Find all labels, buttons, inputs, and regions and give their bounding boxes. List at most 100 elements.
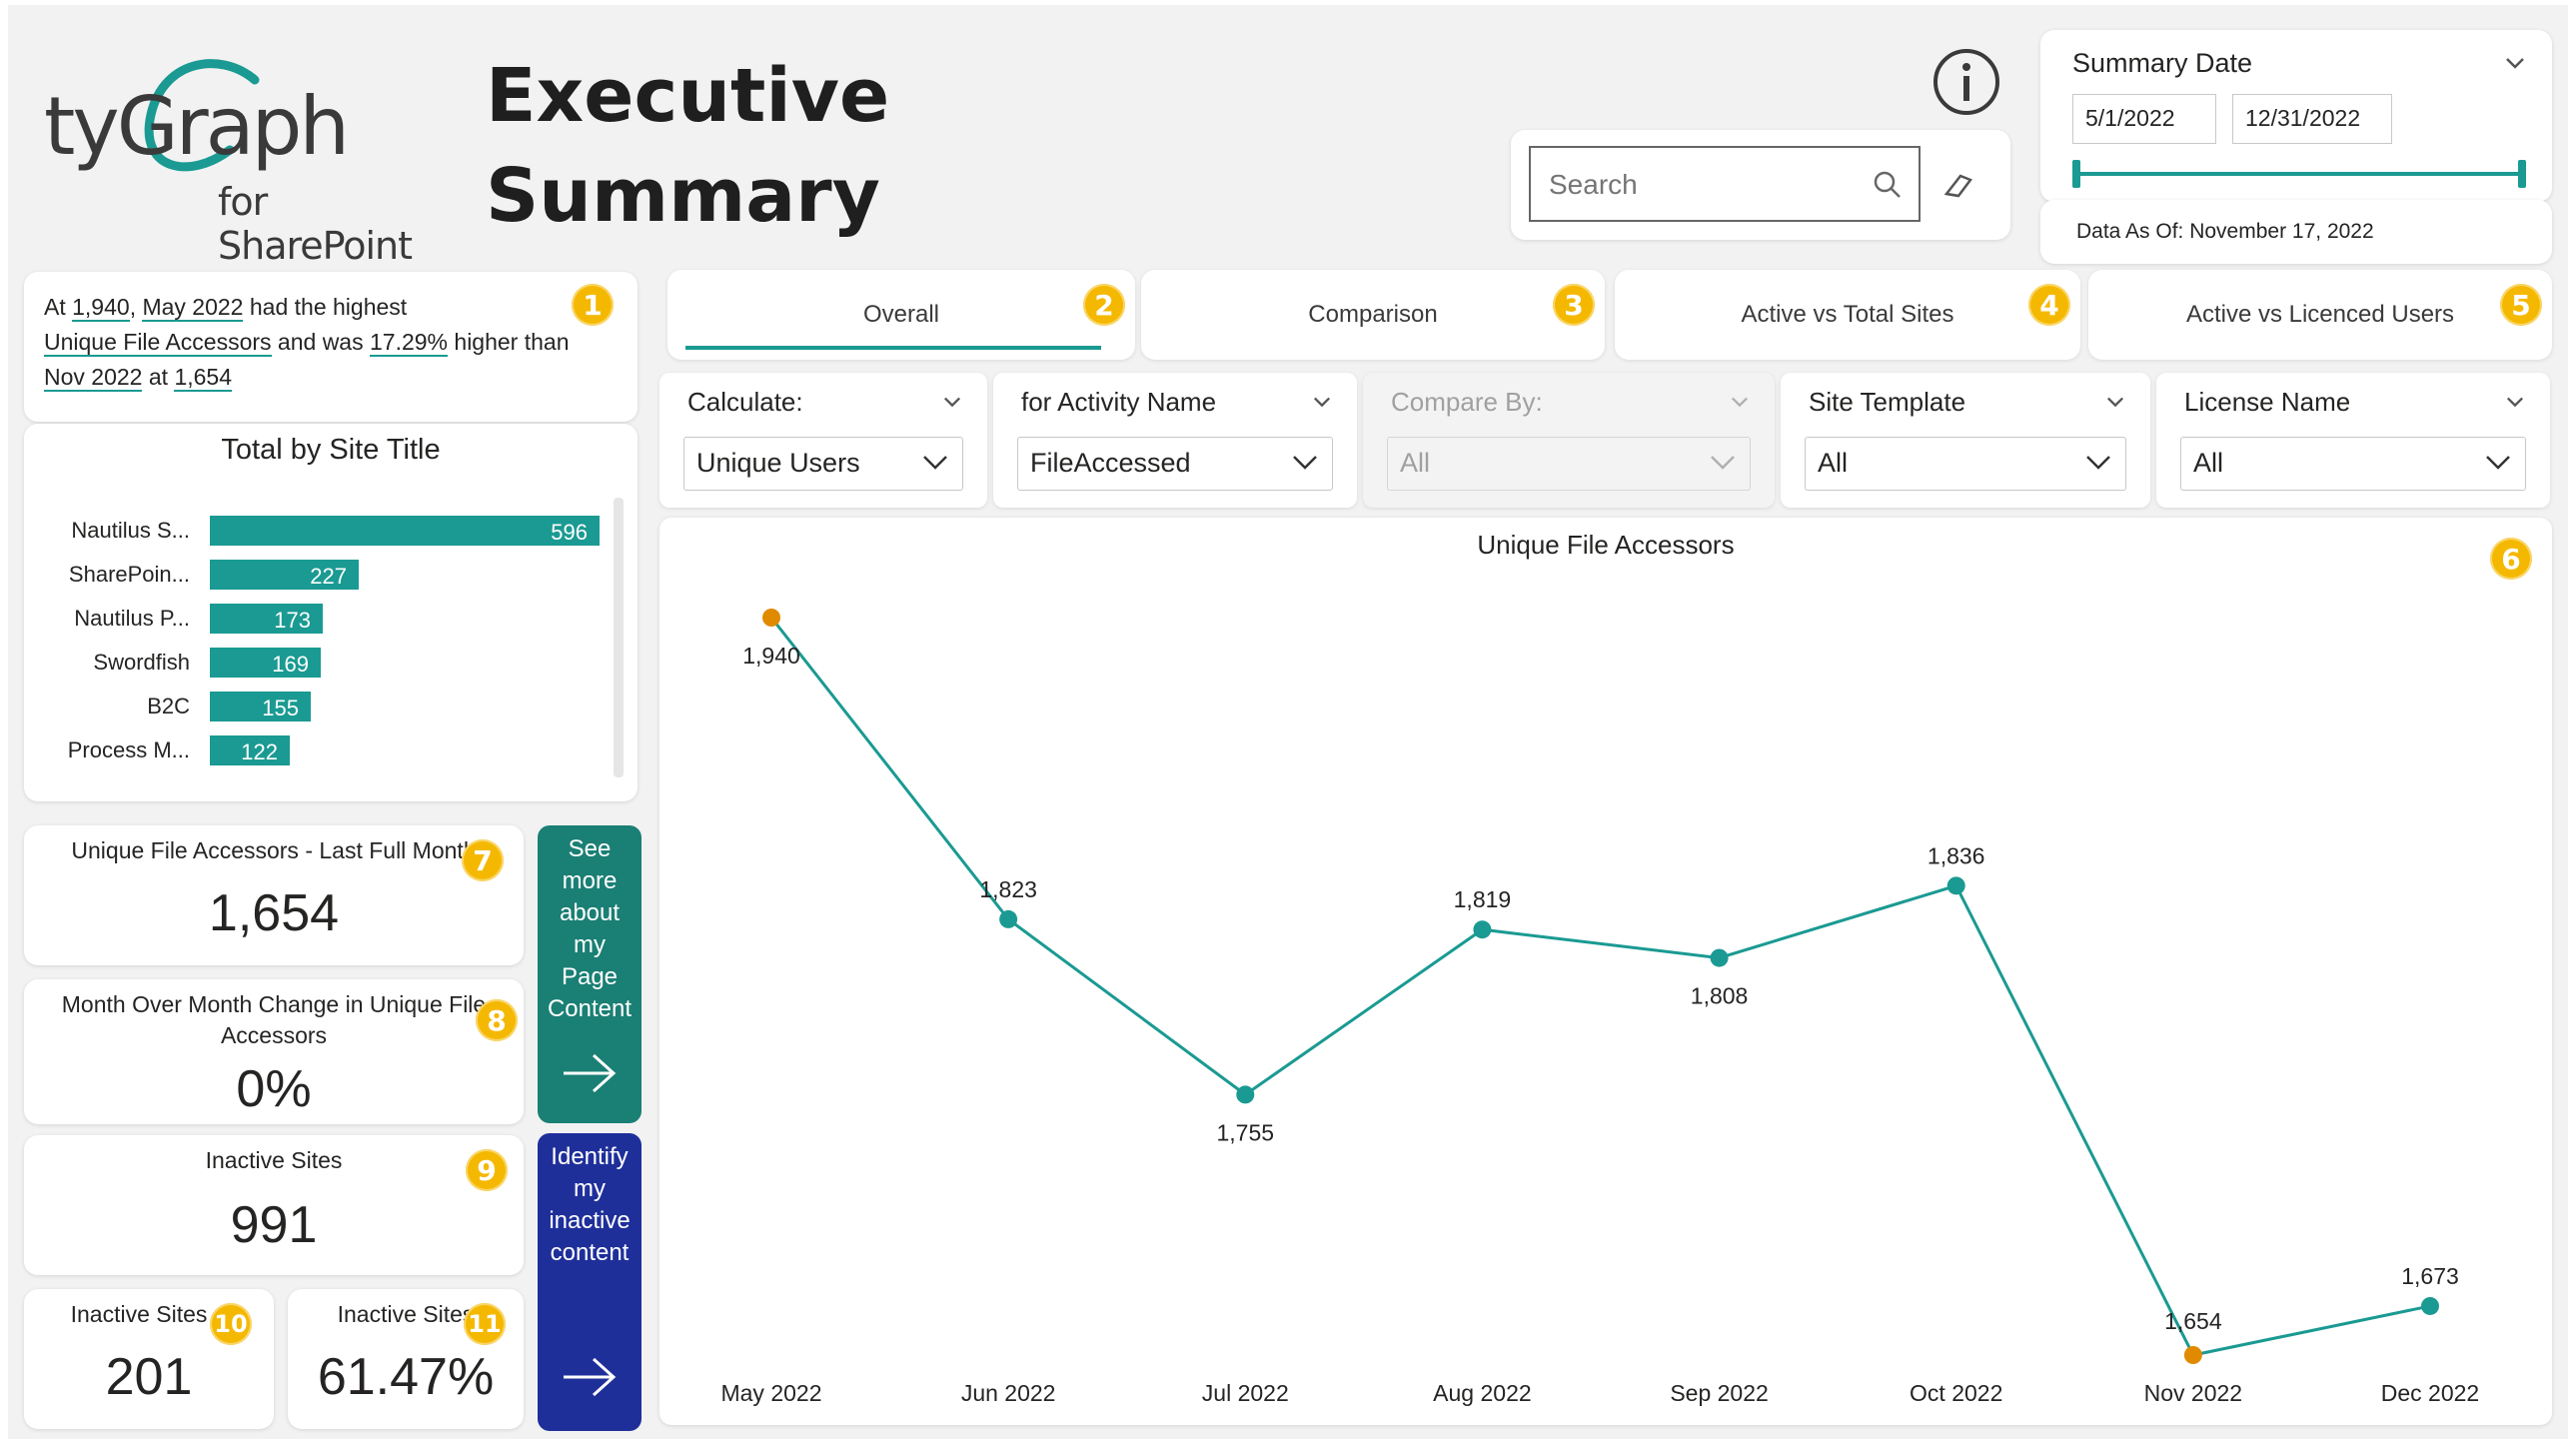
narrative-line1: At 1,940, May 2022 had the highest	[44, 290, 407, 325]
narrative-value-max: 1,940	[72, 294, 130, 322]
kpi-inactive-sites-percent: Inactive Sites 61.47% 11	[288, 1289, 524, 1429]
data-point[interactable]	[1946, 876, 1965, 895]
date-range-start-handle[interactable]	[2072, 160, 2080, 188]
logo-sub-text: for SharePoint	[218, 180, 413, 268]
data-point[interactable]	[2183, 1346, 2202, 1364]
x-axis-tick-label: Sep 2022	[1670, 1380, 1768, 1406]
chevron-down-icon	[1293, 456, 1317, 470]
tab-active-vs-total-sites[interactable]: Active vs Total Sites 4	[1615, 270, 2080, 360]
data-point[interactable]	[1236, 1085, 1255, 1104]
info-button[interactable]	[1931, 46, 2002, 118]
site-title-bar-chart: Total by Site Title Nautilus S... 596 Shar…	[24, 424, 638, 801]
search-box[interactable]	[1529, 146, 1921, 222]
identify-inactive-content-button[interactable]: Identify my inactive content	[538, 1133, 642, 1431]
chevron-down-icon[interactable]	[943, 393, 961, 411]
bar-category-label: Swordfish	[93, 650, 190, 675]
kpi-label: Inactive Sites	[337, 1301, 475, 1327]
button-line: inactive	[549, 1207, 631, 1234]
dropdown-value: All	[1818, 448, 1849, 478]
callout-badge: 4	[2028, 284, 2070, 326]
data-point[interactable]	[762, 609, 780, 627]
tab-overall[interactable]: Overall 2	[667, 270, 1135, 360]
bar-value-label: 122	[241, 739, 278, 764]
bar-category-label: Nautilus S...	[71, 518, 190, 543]
chevron-down-icon	[1732, 397, 1748, 408]
kpi-value: 61.47%	[317, 1348, 495, 1406]
x-axis-tick-label: Jun 2022	[961, 1380, 1056, 1406]
search-input[interactable]	[1547, 162, 1851, 208]
bar-category-label: Process M...	[67, 737, 190, 762]
tab-comparison[interactable]: Comparison 3	[1141, 270, 1605, 360]
tab-label: Active vs Licenced Users	[2185, 301, 2455, 328]
bar[interactable]	[210, 516, 600, 546]
callout-badge: 7	[462, 839, 504, 881]
bar-chart-scrollbar[interactable]	[614, 498, 624, 777]
license-name-dropdown[interactable]: All	[2180, 437, 2526, 491]
chevron-down-icon[interactable]	[2506, 393, 2524, 411]
date-range-end-handle[interactable]	[2518, 160, 2526, 188]
arrow-right-icon	[564, 1053, 617, 1093]
tab-active-vs-licenced-users[interactable]: Active vs Licenced Users 5	[2088, 270, 2552, 360]
callout-badge: 2	[1083, 284, 1125, 326]
bar[interactable]	[210, 648, 321, 678]
activity-name-dropdown[interactable]: FileAccessed	[1017, 437, 1333, 491]
data-label: 1,940	[742, 643, 800, 669]
summary-date-label: Summary Date	[2072, 48, 2253, 78]
bar-chart-title: Total by Site Title	[221, 434, 441, 466]
bar[interactable]	[210, 735, 290, 765]
license-name-slicer: License Name All	[2156, 373, 2550, 508]
data-label: 1,755	[1217, 1119, 1275, 1145]
x-axis-tick-label: Dec 2022	[2381, 1380, 2479, 1406]
kpi-value: 991	[230, 1196, 318, 1254]
data-point[interactable]	[1710, 948, 1729, 967]
chevron-down-icon[interactable]	[1313, 393, 1331, 411]
chevron-down-icon	[2486, 456, 2510, 470]
line-chart-title: Unique File Accessors	[1477, 530, 1735, 560]
kpi-label-line2: Accessors	[220, 1022, 328, 1048]
narrative-measure: Unique File Accessors	[44, 329, 272, 357]
tab-label: Overall	[862, 301, 940, 328]
site-template-slicer: Site Template All	[1781, 373, 2150, 508]
data-label: 1,654	[2164, 1308, 2222, 1334]
button-line: my	[574, 1175, 606, 1202]
tab-label: Comparison	[1308, 301, 1438, 328]
site-template-dropdown[interactable]: All	[1805, 437, 2126, 491]
data-point[interactable]	[1473, 920, 1492, 939]
start-date-value: 5/1/2022	[2085, 105, 2175, 131]
data-point[interactable]	[999, 909, 1018, 928]
bar[interactable]	[210, 604, 323, 634]
start-date-input[interactable]: 5/1/2022	[2072, 94, 2216, 144]
data-point[interactable]	[2421, 1296, 2439, 1315]
eraser-icon[interactable]	[1940, 168, 1974, 202]
narrative-text: higher than	[448, 329, 570, 355]
logo-main-text: tyGraph	[44, 80, 350, 173]
narrative-text: at	[142, 364, 175, 390]
chevron-down-icon[interactable]	[2504, 52, 2526, 74]
dropdown-value: FileAccessed	[1030, 448, 1191, 478]
narrative-line3: Nov 2022 at 1,654	[44, 360, 232, 395]
x-axis-tick-label: May 2022	[720, 1380, 821, 1406]
data-as-of-text: Data As Of: November 17, 2022	[2076, 220, 2374, 243]
narrative-card: At 1,940, May 2022 had the highest Uniqu…	[24, 272, 638, 422]
bar-category-label: Nautilus P...	[74, 606, 190, 631]
see-page-content-button[interactable]: See more about my Page Content	[538, 825, 642, 1123]
search-icon[interactable]	[1873, 170, 1903, 200]
tygraph-logo: tyGraph for SharePoint	[40, 30, 460, 268]
chevron-down-icon[interactable]	[2106, 393, 2124, 411]
kpi-value: 0%	[236, 1060, 312, 1118]
slicer-label: Compare By:	[1391, 387, 1543, 417]
slicer-label: Calculate:	[687, 387, 803, 417]
chevron-down-icon	[2086, 456, 2110, 470]
kpi-unique-file-accessors-last-month: Unique File Accessors - Last Full Month …	[24, 825, 524, 965]
data-label: 1,823	[979, 876, 1037, 902]
bar[interactable]	[210, 560, 359, 590]
calculate-dropdown[interactable]: Unique Users	[683, 437, 963, 491]
callout-badge: 1	[572, 284, 614, 326]
activity-name-slicer: for Activity Name FileAccessed	[993, 373, 1357, 508]
bar-value-label: 155	[262, 696, 299, 721]
info-icon	[1933, 49, 1999, 115]
callout-badge: 6	[2490, 538, 2532, 580]
bar[interactable]	[210, 692, 311, 722]
end-date-input[interactable]: 12/31/2022	[2232, 94, 2392, 144]
callout-badge: 10	[210, 1303, 252, 1345]
